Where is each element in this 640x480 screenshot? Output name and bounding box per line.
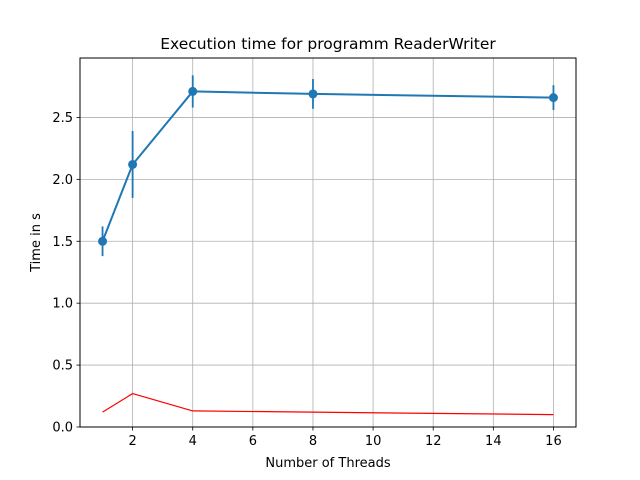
x-tick-label: 8 xyxy=(309,434,317,449)
y-tick-label: 1.0 xyxy=(52,297,73,312)
y-tick-label: 2.5 xyxy=(52,111,73,126)
y-tick-label: 1.5 xyxy=(52,235,73,250)
series-1-point xyxy=(98,236,108,246)
series-1-point xyxy=(188,86,198,96)
x-tick-label: 12 xyxy=(425,434,442,449)
series-2-line xyxy=(102,392,554,416)
ticks: 2 4 6 8 10 12 14 16 0.0 0.5 1.0 1.5 2.0 2.5 xyxy=(52,111,561,449)
series-1-point xyxy=(548,93,558,103)
y-tick-label: 2.0 xyxy=(52,173,73,188)
x-tick-label: 6 xyxy=(249,434,257,449)
x-tick-label: 4 xyxy=(189,434,197,449)
axes-frame xyxy=(79,57,577,428)
x-tick-label: 10 xyxy=(365,434,382,449)
series-group xyxy=(98,75,558,416)
x-tick-label: 16 xyxy=(545,434,562,449)
x-axis-title: Number of Threads xyxy=(265,456,390,471)
y-axis-title: Time in s xyxy=(29,213,44,273)
x-tick-label: 2 xyxy=(128,434,136,449)
y-tick-label: 0.5 xyxy=(52,359,73,374)
y-tick-label: 0.0 xyxy=(52,421,73,436)
series-1-point xyxy=(308,89,318,99)
grid xyxy=(80,58,576,428)
chart-title: Execution time for programm ReaderWriter xyxy=(160,35,496,53)
x-tick-label: 14 xyxy=(485,434,502,449)
series-1-point xyxy=(128,159,138,169)
